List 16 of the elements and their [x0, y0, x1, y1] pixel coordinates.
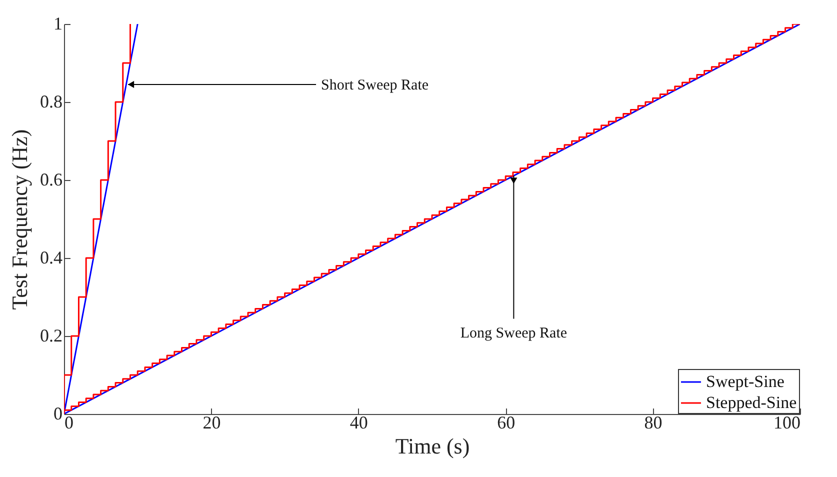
annotation: Short Sweep Rate	[321, 77, 429, 94]
y-tick-label: 0.2	[40, 326, 62, 346]
legend-label: Swept-Sine	[706, 372, 784, 391]
y-tick-label: 1	[54, 14, 62, 34]
x-tick-label: 80	[644, 412, 662, 432]
x-tick-label: 100	[774, 412, 800, 432]
y-tick-label: 0.8	[40, 92, 62, 112]
y-axis-title: Test Frequency (Hz)	[7, 129, 32, 310]
x-axis-title: Time (s)	[395, 434, 470, 458]
y-tick-label: 0.6	[40, 170, 62, 190]
x-tick-label: 60	[497, 412, 516, 432]
x-tick-label: 20	[202, 412, 221, 432]
x-tick-label: 40	[350, 412, 368, 432]
annotation: Long Sweep Rate	[460, 326, 568, 342]
legend-label: Stepped-Sine	[706, 393, 797, 412]
y-tick-label: 0.4	[40, 248, 62, 268]
